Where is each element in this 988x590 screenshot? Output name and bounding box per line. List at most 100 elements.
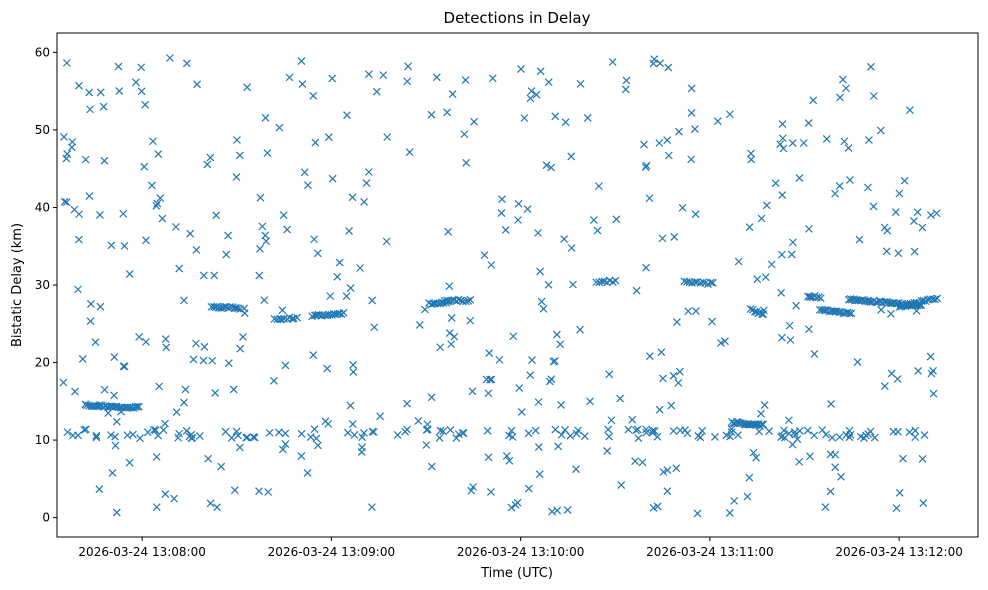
detection-marker	[554, 442, 563, 451]
detection-marker	[747, 155, 756, 164]
detection-marker	[648, 426, 657, 435]
detection-marker	[422, 441, 431, 449]
detection-marker	[542, 161, 551, 170]
detection-marker	[746, 304, 755, 313]
detection-marker	[303, 181, 312, 190]
detection-marker	[792, 301, 801, 310]
detection-marker	[328, 74, 337, 83]
detection-marker	[74, 431, 82, 440]
detection-marker	[162, 343, 171, 352]
detection-marker	[349, 360, 358, 369]
detection-marker	[551, 425, 560, 434]
detection-marker	[134, 402, 143, 411]
detection-marker	[534, 398, 543, 406]
detection-marker	[501, 226, 510, 234]
detection-marker	[517, 65, 525, 73]
detection-marker	[495, 355, 504, 364]
detection-marker	[447, 340, 456, 349]
detection-marker	[757, 214, 766, 223]
detection-marker	[657, 348, 666, 357]
detection-marker	[436, 343, 445, 352]
detection-marker	[847, 309, 856, 318]
detection-marker	[313, 249, 322, 258]
x-tick-label: 2026-03-24 13:11:00	[646, 545, 773, 559]
detection-marker	[303, 469, 312, 477]
x-axis-label: Time (UTC)	[480, 566, 553, 581]
detection-marker	[59, 378, 68, 387]
detection-marker	[350, 430, 359, 439]
detection-marker	[195, 432, 204, 440]
detection-marker	[838, 75, 847, 84]
detection-marker	[557, 401, 566, 409]
detection-marker	[876, 126, 885, 135]
detection-marker	[687, 109, 696, 117]
detection-marker	[532, 90, 541, 99]
detection-marker	[461, 76, 470, 85]
detection-marker	[836, 93, 844, 102]
detection-marker	[342, 292, 351, 301]
detection-marker	[899, 454, 907, 463]
detection-marker	[212, 211, 221, 220]
detection-marker	[142, 337, 150, 346]
detection-marker	[348, 420, 357, 428]
detection-marker	[563, 506, 572, 514]
detection-marker	[507, 503, 516, 512]
detection-marker	[553, 506, 562, 515]
detection-marker	[131, 402, 140, 411]
detection-marker	[159, 426, 168, 434]
detection-marker	[370, 323, 379, 332]
detection-marker	[403, 399, 412, 408]
detection-marker	[382, 237, 391, 246]
detection-marker	[788, 238, 797, 247]
detection-marker	[640, 140, 648, 149]
detection-marker	[480, 251, 489, 260]
detection-marker	[152, 503, 161, 512]
detection-marker	[865, 136, 873, 145]
detection-marker	[779, 426, 788, 435]
detection-marker	[892, 504, 901, 513]
detection-marker	[188, 433, 197, 442]
detection-marker	[649, 59, 658, 68]
detection-marker	[161, 419, 169, 428]
detection-marker	[828, 433, 837, 442]
detection-marker	[358, 443, 366, 452]
detection-marker	[235, 151, 244, 160]
detection-marker	[125, 458, 134, 467]
detection-marker	[274, 428, 283, 437]
detection-marker	[154, 150, 163, 159]
detection-marker	[557, 430, 566, 439]
detection-marker	[182, 59, 191, 68]
detection-marker	[537, 297, 546, 306]
detection-marker	[604, 425, 613, 434]
detection-marker	[920, 431, 929, 439]
detection-marker	[346, 284, 355, 293]
detection-marker	[670, 232, 679, 241]
detection-marker	[725, 508, 734, 517]
detection-marker	[211, 389, 220, 397]
detection-marker	[845, 433, 854, 442]
detection-marker	[300, 168, 309, 177]
y-tick-label: 10	[35, 433, 50, 447]
detection-marker	[663, 136, 672, 145]
detection-marker	[140, 162, 149, 171]
detection-marker	[423, 420, 432, 429]
detection-marker	[690, 125, 699, 134]
detection-marker	[232, 427, 241, 436]
detection-marker	[297, 429, 306, 438]
detection-marker	[466, 295, 475, 304]
detection-marker	[853, 358, 862, 366]
detection-marker	[110, 391, 119, 400]
detection-marker	[556, 340, 565, 349]
detection-marker	[137, 87, 146, 96]
detection-marker	[360, 429, 368, 437]
detection-marker	[111, 432, 119, 441]
detection-marker	[67, 143, 76, 152]
data-points	[59, 54, 942, 518]
detection-marker	[306, 433, 315, 442]
detection-marker	[405, 148, 414, 157]
detection-marker	[364, 70, 373, 79]
detection-marker	[675, 367, 684, 376]
detection-marker	[443, 108, 451, 117]
detection-marker	[484, 389, 493, 398]
